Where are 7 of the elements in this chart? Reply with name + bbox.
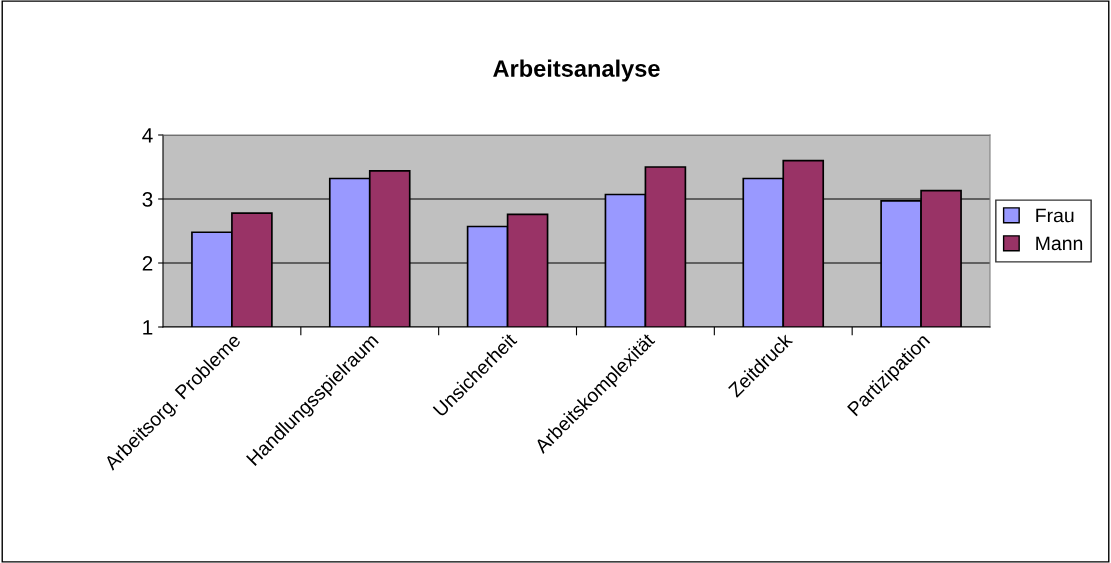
y-tick-label: 1 <box>143 320 153 335</box>
y-tick-label: 3 <box>142 192 153 207</box>
chart-title: Arbeitsanalyse <box>493 59 660 82</box>
y-tick-label: 4 <box>142 128 153 143</box>
y-tick-label: 2 <box>142 256 153 271</box>
legend-label: Frau <box>1036 208 1074 223</box>
legend-label: Mann <box>1036 236 1083 251</box>
